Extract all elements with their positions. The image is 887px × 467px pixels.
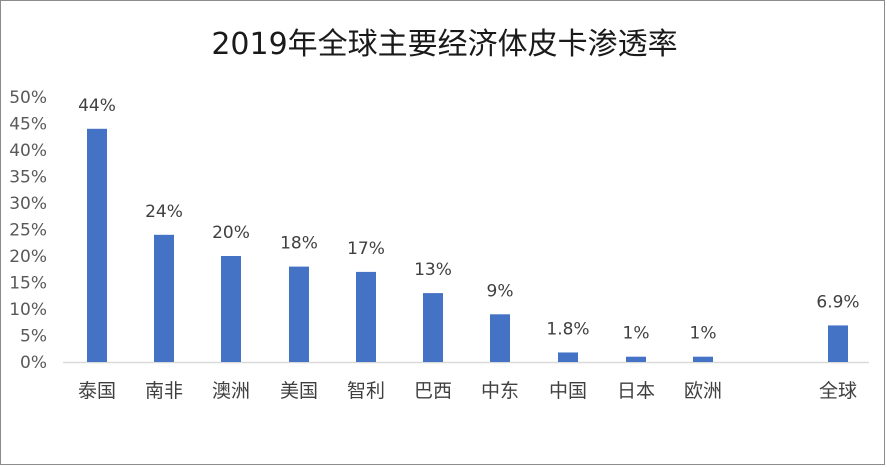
bar <box>626 356 646 362</box>
data-label: 20% <box>212 223 250 243</box>
bar <box>423 293 443 362</box>
category-label: 中东 <box>481 380 519 402</box>
category-label: 南非 <box>145 380 183 402</box>
category-label: 欧洲 <box>684 380 722 402</box>
y-tick-label: 25% <box>9 221 47 241</box>
bar <box>87 128 107 362</box>
y-tick-label: 10% <box>9 300 47 320</box>
y-tick-label: 40% <box>9 141 47 161</box>
data-label: 44% <box>78 96 116 116</box>
bar <box>828 325 848 362</box>
data-label: 24% <box>145 202 183 222</box>
category-label: 日本 <box>617 380 655 402</box>
y-tick-label: 5% <box>20 327 47 347</box>
y-tick-label: 15% <box>9 274 47 294</box>
chart-title: 2019年全球主要经济体皮卡渗透率 <box>211 27 678 62</box>
y-tick-label: 50% <box>9 88 47 108</box>
category-label: 泰国 <box>78 380 116 402</box>
bar <box>356 271 376 362</box>
category-label: 澳洲 <box>212 380 250 402</box>
y-tick-label: 45% <box>9 115 47 135</box>
bar <box>221 256 241 362</box>
bar <box>693 356 713 362</box>
data-label: 18% <box>280 234 318 254</box>
y-tick-label: 20% <box>9 247 47 267</box>
data-label: 1% <box>690 324 717 344</box>
category-label: 美国 <box>280 380 318 402</box>
data-label: 6.9% <box>816 292 859 312</box>
y-tick-label: 0% <box>20 353 47 373</box>
data-label: 13% <box>414 260 452 280</box>
category-label: 巴西 <box>414 380 452 402</box>
data-label: 1% <box>623 324 650 344</box>
bar <box>289 266 309 362</box>
bar <box>558 352 578 362</box>
bar <box>490 314 510 362</box>
category-label: 中国 <box>549 380 587 402</box>
bar <box>154 234 174 362</box>
data-label: 17% <box>347 239 385 259</box>
category-label: 智利 <box>347 380 385 402</box>
category-label: 全球 <box>819 380 857 402</box>
data-label: 1.8% <box>546 319 589 339</box>
y-tick-label: 30% <box>9 194 47 214</box>
y-tick-label: 35% <box>9 168 47 188</box>
data-label: 9% <box>487 281 514 301</box>
